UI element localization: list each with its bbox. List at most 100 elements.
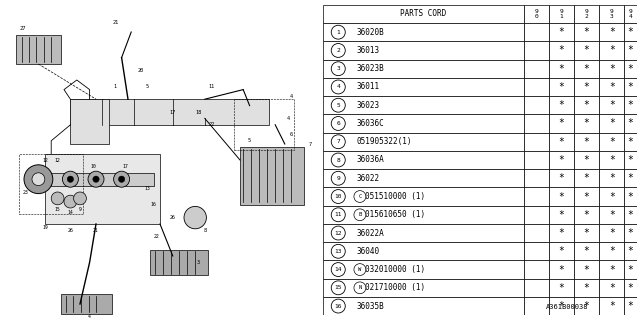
- Text: A361B00038: A361B00038: [547, 304, 589, 310]
- Bar: [549, 260, 574, 279]
- Bar: [599, 297, 624, 315]
- Text: *: *: [628, 100, 634, 110]
- Text: *: *: [559, 265, 564, 275]
- Bar: [524, 114, 549, 132]
- Text: 3: 3: [337, 66, 340, 71]
- Circle shape: [64, 195, 77, 208]
- Bar: [574, 206, 599, 224]
- Bar: [150, 250, 208, 275]
- Bar: [240, 147, 304, 205]
- Text: *: *: [584, 82, 589, 92]
- Text: 12: 12: [335, 230, 342, 236]
- Text: *: *: [584, 265, 589, 275]
- Text: *: *: [609, 137, 614, 147]
- Bar: [323, 297, 524, 315]
- Text: 17: 17: [122, 164, 127, 169]
- Text: 14: 14: [68, 210, 73, 215]
- Text: N: N: [358, 285, 362, 290]
- Text: 7: 7: [309, 141, 312, 147]
- Text: 6: 6: [290, 132, 292, 137]
- Bar: [574, 114, 599, 132]
- Text: 27: 27: [19, 26, 26, 31]
- Text: *: *: [584, 155, 589, 165]
- Bar: [549, 188, 574, 206]
- Bar: [599, 23, 624, 41]
- Bar: [549, 23, 574, 41]
- Bar: [323, 78, 524, 96]
- Text: 36035B: 36035B: [356, 301, 384, 311]
- Bar: [524, 78, 549, 96]
- Text: 26: 26: [68, 228, 73, 233]
- Text: *: *: [559, 82, 564, 92]
- Circle shape: [332, 189, 345, 204]
- Text: 4: 4: [88, 314, 91, 319]
- Text: 5: 5: [337, 103, 340, 108]
- Text: *: *: [559, 118, 564, 129]
- Text: *: *: [609, 27, 614, 37]
- Text: *: *: [559, 246, 564, 256]
- Bar: [524, 242, 549, 260]
- Bar: [574, 41, 599, 60]
- Bar: [45, 154, 160, 224]
- Bar: [16, 35, 61, 64]
- Bar: [524, 5, 549, 23]
- Text: *: *: [609, 64, 614, 74]
- Text: 26: 26: [170, 215, 175, 220]
- Circle shape: [184, 206, 206, 229]
- Bar: [549, 132, 574, 151]
- Circle shape: [118, 176, 125, 182]
- Circle shape: [354, 209, 366, 221]
- Text: *: *: [584, 118, 589, 129]
- Text: *: *: [559, 191, 564, 202]
- Text: *: *: [628, 246, 634, 256]
- Bar: [323, 60, 524, 78]
- Text: *: *: [628, 155, 634, 165]
- Text: *: *: [628, 27, 634, 37]
- Text: *: *: [609, 301, 614, 311]
- Text: W: W: [358, 267, 362, 272]
- Text: *: *: [609, 82, 614, 92]
- Bar: [574, 169, 599, 188]
- Text: *: *: [628, 82, 634, 92]
- Bar: [549, 78, 574, 96]
- Text: 22: 22: [154, 234, 159, 239]
- Bar: [524, 206, 549, 224]
- Bar: [323, 206, 524, 224]
- Bar: [574, 23, 599, 41]
- Text: 13: 13: [145, 186, 150, 191]
- Circle shape: [93, 176, 99, 182]
- Text: *: *: [584, 137, 589, 147]
- Bar: [574, 5, 599, 23]
- Text: 12: 12: [55, 157, 60, 163]
- Text: *: *: [584, 210, 589, 220]
- Text: C: C: [358, 194, 362, 199]
- Text: *: *: [609, 210, 614, 220]
- Bar: [624, 78, 637, 96]
- Text: 18: 18: [195, 109, 202, 115]
- Text: *: *: [559, 64, 564, 74]
- Circle shape: [332, 208, 345, 222]
- Text: 36011: 36011: [356, 83, 380, 92]
- Text: *: *: [628, 45, 634, 55]
- Text: 22: 22: [208, 122, 214, 127]
- Text: 13: 13: [335, 249, 342, 254]
- Bar: [323, 23, 524, 41]
- Text: 14: 14: [335, 267, 342, 272]
- Bar: [599, 169, 624, 188]
- Text: B: B: [358, 212, 362, 217]
- Text: *: *: [559, 301, 564, 311]
- Bar: [549, 5, 574, 23]
- Bar: [574, 224, 599, 242]
- Text: *: *: [609, 246, 614, 256]
- Bar: [524, 188, 549, 206]
- Bar: [599, 188, 624, 206]
- Text: *: *: [584, 173, 589, 183]
- Bar: [524, 132, 549, 151]
- Circle shape: [24, 165, 53, 194]
- Bar: [624, 132, 637, 151]
- Bar: [524, 224, 549, 242]
- Bar: [599, 260, 624, 279]
- Text: 17: 17: [170, 109, 176, 115]
- Bar: [549, 279, 574, 297]
- Bar: [599, 132, 624, 151]
